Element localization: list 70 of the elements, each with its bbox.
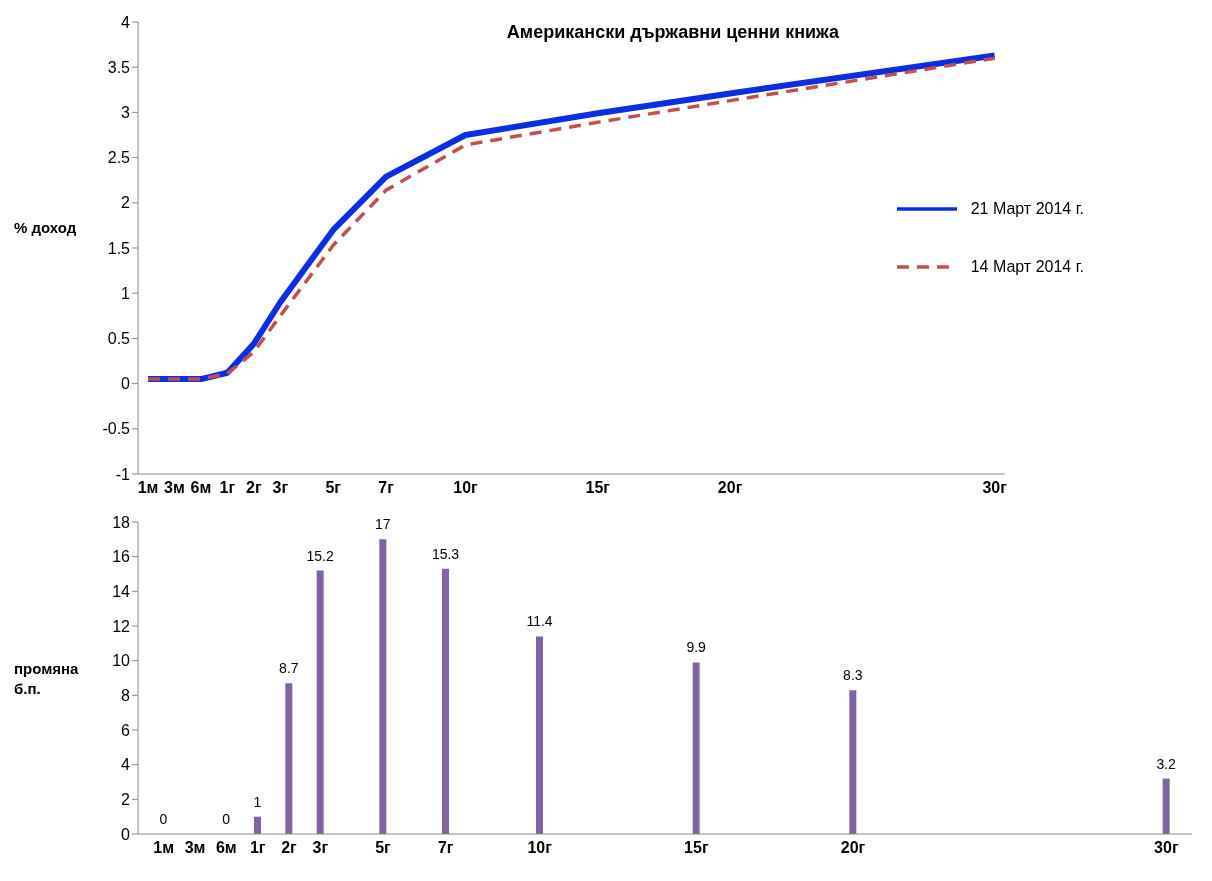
x-tick-label: 5г bbox=[325, 479, 342, 497]
bar bbox=[692, 662, 700, 834]
data-label: 11.4 bbox=[526, 613, 553, 630]
x-tick-label: 6м bbox=[215, 839, 237, 857]
data-label: 8.3 bbox=[843, 667, 863, 684]
y-tick-label: 2 bbox=[121, 791, 131, 809]
y-axis-title: % доход bbox=[14, 218, 78, 238]
x-tick-label: 30г bbox=[1154, 839, 1179, 857]
y-tick-label: 14 bbox=[112, 583, 131, 601]
x-tick-label: 5г bbox=[375, 839, 392, 857]
bar bbox=[254, 816, 261, 834]
x-tick-label: 15г bbox=[684, 839, 709, 857]
bar bbox=[536, 636, 543, 834]
y-tick-label: 0.5 bbox=[107, 330, 131, 348]
legend-label: 21 Март 2014 г. bbox=[970, 200, 1084, 218]
x-tick-label: 15г bbox=[585, 479, 611, 497]
y-tick-label: 6 bbox=[121, 721, 131, 739]
data-label: 15.2 bbox=[306, 547, 334, 564]
y-tick-label: 4 bbox=[121, 756, 131, 774]
y-tick-label: 16 bbox=[112, 548, 131, 566]
data-label: 15.3 bbox=[431, 545, 460, 562]
x-tick-label: 6м bbox=[190, 479, 212, 497]
x-tick-label: 30г bbox=[982, 479, 1008, 497]
x-tick-label: 1м bbox=[137, 479, 159, 497]
x-tick-label: 2г bbox=[281, 839, 298, 857]
y-tick-label: 3.5 bbox=[107, 58, 131, 76]
bar bbox=[1162, 778, 1170, 834]
x-tick-label: 1г bbox=[249, 839, 266, 857]
x-tick-label: 2г bbox=[246, 479, 262, 497]
x-tick-label: 20г bbox=[840, 839, 866, 857]
y-tick-label: 12 bbox=[112, 617, 131, 635]
y-tick-label: 10 bbox=[112, 652, 131, 670]
y-tick-label: 3 bbox=[121, 104, 131, 122]
data-label: 0 bbox=[159, 810, 168, 827]
data-label: 1 bbox=[253, 793, 262, 810]
y-tick-label: 0 bbox=[121, 375, 131, 393]
bar bbox=[379, 539, 387, 834]
y-tick-label: 2.5 bbox=[107, 149, 131, 167]
y-tick-label: 18 bbox=[112, 513, 131, 531]
x-tick-label: 3г bbox=[272, 479, 289, 497]
data-label: 0 bbox=[222, 810, 231, 827]
y-axis-title: промяна б.п. bbox=[14, 659, 80, 700]
x-tick-label: 1м bbox=[153, 839, 175, 857]
data-label: 3.2 bbox=[1156, 755, 1177, 772]
x-tick-label: 1г bbox=[219, 479, 236, 497]
x-tick-label: 7г bbox=[378, 479, 395, 497]
bar bbox=[285, 683, 293, 834]
x-tick-label: 3г bbox=[312, 839, 329, 857]
x-tick-label: 3м bbox=[164, 479, 185, 497]
y-tick-label: 1.5 bbox=[107, 239, 131, 257]
x-tick-label: 3м bbox=[184, 839, 206, 857]
chart-title: Американски държавни ценни книжа bbox=[505, 22, 841, 43]
bar bbox=[316, 570, 324, 834]
data-label: 17 bbox=[375, 516, 391, 533]
data-label: 9.9 bbox=[686, 639, 707, 656]
y-tick-label: -1 bbox=[115, 465, 131, 483]
y-tick-label: 4 bbox=[121, 13, 131, 31]
y-tick-label: 1 bbox=[121, 284, 131, 302]
y-tick-label: 8 bbox=[121, 687, 131, 705]
data-label: 8.7 bbox=[279, 660, 299, 677]
y-tick-label: -0.5 bbox=[102, 420, 131, 438]
bar bbox=[849, 690, 857, 834]
x-tick-label: 10г bbox=[453, 479, 479, 497]
x-tick-label: 7г bbox=[437, 839, 454, 857]
legend-label: 14 Март 2014 г. bbox=[970, 258, 1084, 276]
x-tick-label: 20г bbox=[717, 479, 743, 497]
bar bbox=[442, 568, 449, 834]
y-tick-label: 2 bbox=[121, 194, 131, 212]
y-tick-label: 0 bbox=[121, 825, 131, 843]
x-tick-label: 10г bbox=[527, 839, 553, 857]
